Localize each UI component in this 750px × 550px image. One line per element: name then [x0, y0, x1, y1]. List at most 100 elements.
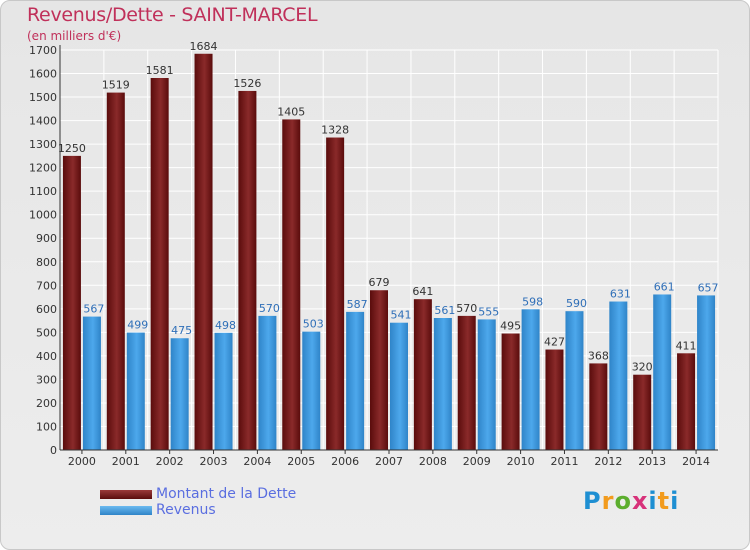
y-tick-label: 400: [36, 350, 57, 363]
bar-debt: [106, 92, 125, 451]
y-tick-label: 700: [36, 279, 57, 292]
bar-revenus: [258, 315, 277, 450]
y-tick-label: 1300: [29, 138, 57, 151]
x-tick-label: 2012: [594, 455, 622, 468]
data-label-revenus: 587: [347, 298, 368, 311]
x-tick-label: 2000: [68, 455, 96, 468]
x-tick-label: 2005: [287, 455, 315, 468]
bar-revenus: [433, 318, 452, 450]
y-tick-label: 800: [36, 256, 57, 269]
bar-debt: [326, 137, 345, 450]
proxiti-logo: Proxiti: [583, 487, 680, 515]
x-tick-label: 2003: [200, 455, 228, 468]
y-tick-label: 300: [36, 373, 57, 386]
data-label-debt: 1328: [321, 124, 349, 137]
data-label-revenus: 503: [303, 318, 324, 331]
x-tick-label: 2010: [507, 455, 535, 468]
y-tick-label: 1400: [29, 115, 57, 128]
data-label-debt: 570: [456, 302, 477, 315]
bar-debt: [589, 363, 608, 450]
bar-revenus: [214, 332, 233, 450]
x-tick-label: 2002: [156, 455, 184, 468]
bar-debt: [677, 353, 696, 450]
y-tick-label: 1600: [29, 68, 57, 81]
data-label-revenus: 561: [434, 304, 455, 317]
bar-revenus: [302, 331, 321, 450]
bar-debt: [457, 315, 476, 450]
y-tick-label: 1100: [29, 185, 57, 198]
y-tick-label: 1200: [29, 162, 57, 175]
data-label-debt: 1581: [146, 64, 174, 77]
x-tick-label: 2009: [463, 455, 491, 468]
data-label-debt: 1526: [233, 77, 261, 90]
data-label-debt: 641: [412, 285, 433, 298]
bar-debt: [545, 349, 564, 450]
x-tick-label: 2004: [243, 455, 271, 468]
bar-revenus: [390, 322, 408, 450]
data-label-revenus: 631: [610, 288, 631, 301]
data-label-debt: 679: [369, 276, 390, 289]
data-label-debt: 320: [632, 361, 653, 374]
data-label-revenus: 661: [654, 280, 675, 293]
y-tick-label: 1500: [29, 91, 57, 104]
bar-debt: [238, 90, 257, 451]
y-tick-label: 600: [36, 303, 57, 316]
legend-label-revenus: Revenus: [156, 502, 216, 518]
bar-revenus: [697, 295, 716, 450]
chart-title: Revenus/Dette - SAINT-MARCEL: [27, 4, 318, 26]
legend-swatch-debt: [100, 490, 152, 499]
bar-debt: [150, 78, 169, 450]
chart-subtitle: (en milliers d'€): [27, 29, 122, 43]
bar-revenus: [609, 301, 628, 450]
legend-swatch-revenus: [100, 506, 152, 515]
data-label-revenus: 499: [127, 319, 148, 332]
bar-revenus: [346, 311, 365, 450]
y-tick-label: 0: [50, 444, 57, 457]
x-tick-label: 2014: [682, 455, 710, 468]
data-label-revenus: 475: [171, 324, 192, 337]
bar-revenus: [82, 316, 101, 450]
data-label-revenus: 590: [566, 297, 587, 310]
y-tick-label: 500: [36, 326, 57, 339]
x-tick-label: 2007: [375, 455, 403, 468]
x-tick-label: 2006: [331, 455, 359, 468]
data-label-debt: 368: [588, 349, 609, 362]
data-label-revenus: 567: [83, 303, 104, 316]
legend-label-debt: Montant de la Dette: [156, 486, 297, 502]
data-label-revenus: 541: [391, 309, 412, 322]
bar-revenus: [565, 311, 584, 450]
x-tick-label: 2001: [112, 455, 140, 468]
bar-debt: [62, 155, 81, 450]
y-tick-label: 1700: [29, 44, 57, 57]
x-tick-label: 2011: [550, 455, 578, 468]
data-label-debt: 1519: [102, 79, 130, 92]
y-tick-label: 900: [36, 232, 57, 245]
data-label-revenus: 598: [522, 295, 543, 308]
bar-revenus: [477, 319, 496, 450]
y-tick-label: 200: [36, 397, 57, 410]
data-label-revenus: 555: [478, 305, 499, 318]
bar-debt: [633, 374, 652, 450]
data-label-revenus: 498: [215, 319, 236, 332]
y-tick-label: 100: [36, 420, 57, 433]
data-label-debt: 1684: [190, 40, 218, 53]
bar-revenus: [170, 338, 189, 450]
bar-debt: [282, 119, 301, 450]
data-label-debt: 1250: [58, 142, 86, 155]
bar-debt: [194, 53, 213, 450]
data-label-revenus: 657: [698, 281, 719, 294]
data-label-debt: 1405: [277, 105, 305, 118]
bar-revenus: [521, 309, 540, 450]
x-tick-label: 2008: [419, 455, 447, 468]
bar-debt: [370, 290, 388, 450]
data-label-revenus: 570: [259, 302, 280, 315]
data-label-debt: 427: [544, 336, 565, 349]
bar-debt: [413, 299, 432, 450]
x-tick-label: 2013: [638, 455, 666, 468]
bar-revenus: [653, 294, 672, 450]
data-label-debt: 411: [676, 339, 697, 352]
bar-revenus: [126, 332, 145, 450]
bar-debt: [501, 333, 520, 450]
